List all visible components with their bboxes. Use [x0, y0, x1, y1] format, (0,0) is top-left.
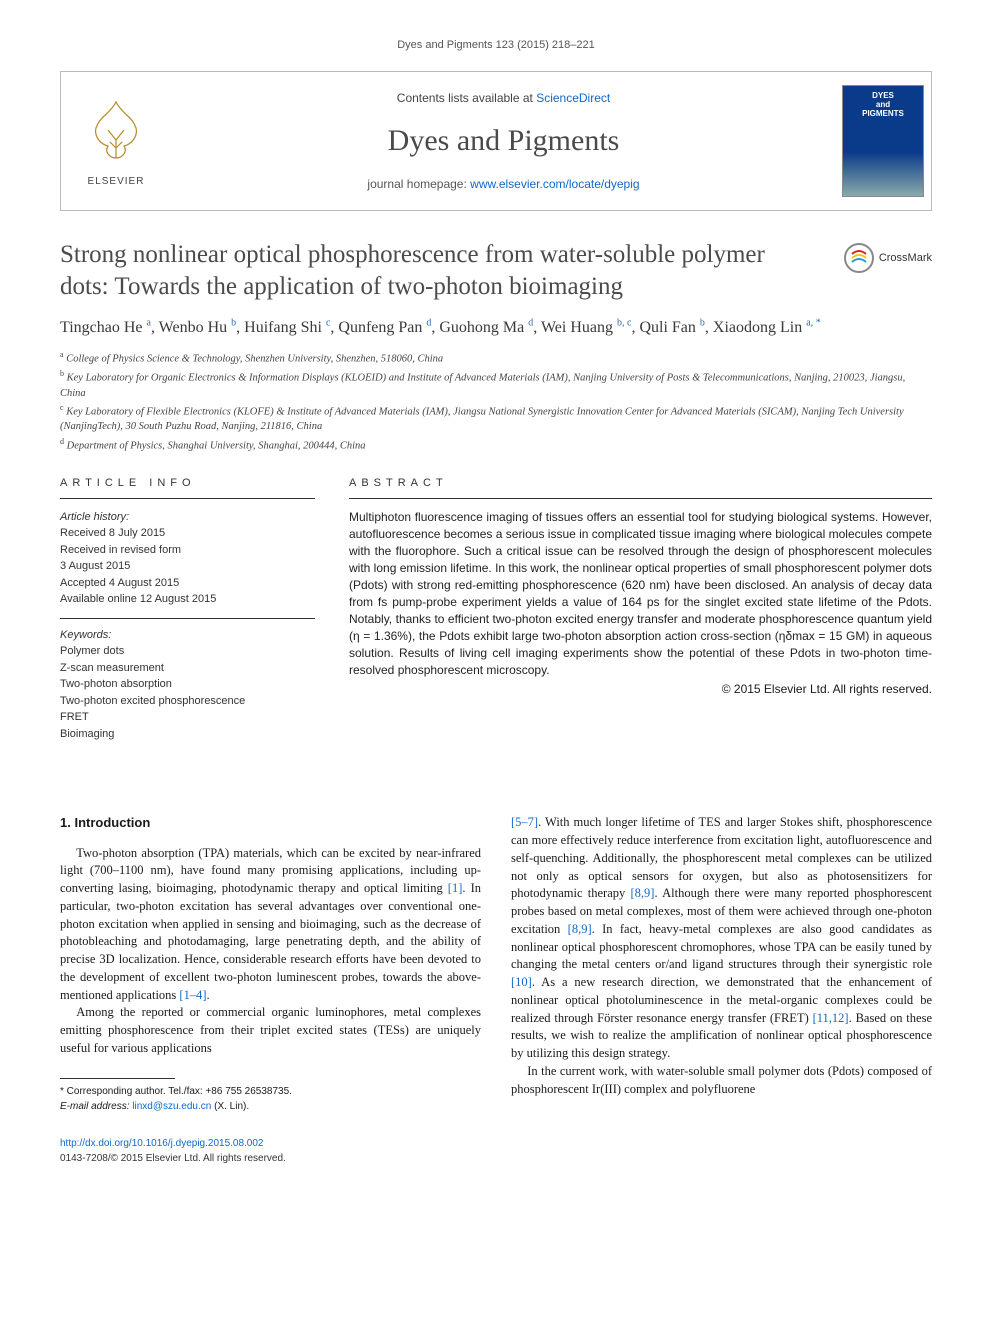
- citation-link[interactable]: [1]: [448, 881, 463, 895]
- article-title: Strong nonlinear optical phosphorescence…: [60, 239, 932, 302]
- citation-link[interactable]: [8,9]: [630, 886, 654, 900]
- footer-rights: 0143-7208/© 2015 Elsevier Ltd. All right…: [60, 1153, 286, 1164]
- history-line: Received in revised form: [60, 542, 315, 559]
- homepage-prefix: journal homepage:: [367, 177, 470, 191]
- corresponding-name-suffix: (X. Lin).: [211, 1101, 249, 1112]
- doi-link[interactable]: http://dx.doi.org/10.1016/j.dyepig.2015.…: [60, 1138, 264, 1149]
- section-1-heading: 1. Introduction: [60, 814, 481, 832]
- history-line: Received 8 July 2015: [60, 525, 315, 542]
- corresponding-line-1: * Corresponding author. Tel./fax: +86 75…: [60, 1084, 481, 1099]
- keyword-item: FRET: [60, 709, 315, 726]
- history-line: Accepted 4 August 2015: [60, 575, 315, 592]
- affiliation-line: c Key Laboratory of Flexible Electronics…: [60, 402, 932, 435]
- citation-link[interactable]: [10]: [511, 975, 532, 989]
- footer-doi-block: http://dx.doi.org/10.1016/j.dyepig.2015.…: [60, 1136, 932, 1166]
- journal-masthead: ELSEVIER Contents lists available at Sci…: [60, 71, 932, 211]
- crossmark-icon: [844, 243, 874, 273]
- affiliation-line: d Department of Physics, Shanghai Univer…: [60, 436, 932, 454]
- body-paragraph: Two-photon absorption (TPA) materials, w…: [60, 845, 481, 1005]
- article-body-columns: 1. Introduction Two-photon absorption (T…: [60, 814, 932, 1113]
- citation-link[interactable]: [11,12]: [813, 1011, 849, 1025]
- keyword-item: Two-photon absorption: [60, 676, 315, 693]
- keyword-item: Z-scan measurement: [60, 660, 315, 677]
- journal-title: Dyes and Pigments: [171, 120, 836, 162]
- abstract-heading: ABSTRACT: [349, 476, 932, 498]
- affiliation-line: b Key Laboratory for Organic Electronics…: [60, 368, 932, 401]
- keywords-list: Polymer dotsZ-scan measurementTwo-photon…: [60, 643, 315, 742]
- keyword-item: Two-photon excited phosphorescence: [60, 693, 315, 710]
- publisher-logo-block: ELSEVIER: [61, 84, 171, 199]
- publisher-name: ELSEVIER: [69, 175, 163, 189]
- article-info-divider: [60, 618, 315, 619]
- journal-cover-thumbnail: DYES and PIGMENTS: [842, 85, 924, 197]
- abstract-copyright: © 2015 Elsevier Ltd. All rights reserved…: [349, 681, 932, 698]
- email-label: E-mail address:: [60, 1101, 132, 1112]
- keywords-label: Keywords:: [60, 627, 315, 644]
- keyword-item: Bioimaging: [60, 726, 315, 743]
- crossmark-label: CrossMark: [879, 251, 932, 266]
- corresponding-author-footnote: * Corresponding author. Tel./fax: +86 75…: [60, 1084, 481, 1114]
- body-paragraph: In the current work, with water-soluble …: [511, 1063, 932, 1099]
- citation-link[interactable]: [5–7]: [511, 815, 538, 829]
- running-head: Dyes and Pigments 123 (2015) 218–221: [60, 38, 932, 53]
- article-info-heading: ARTICLE INFO: [60, 476, 315, 498]
- cover-thumbnail-block: DYES and PIGMENTS: [836, 79, 931, 203]
- keyword-item: Polymer dots: [60, 643, 315, 660]
- cover-thumb-text: DYES and PIGMENTS: [843, 92, 923, 118]
- contents-available-line: Contents lists available at ScienceDirec…: [171, 90, 836, 107]
- body-paragraph: [5–7]. With much longer lifetime of TES …: [511, 814, 932, 1063]
- body-paragraph: Among the reported or commercial organic…: [60, 1004, 481, 1057]
- elsevier-tree-icon: [80, 94, 152, 166]
- sciencedirect-link[interactable]: ScienceDirect: [536, 91, 610, 105]
- journal-homepage-link[interactable]: www.elsevier.com/locate/dyepig: [470, 177, 639, 191]
- article-history-lines: Received 8 July 2015Received in revised …: [60, 525, 315, 608]
- journal-homepage-line: journal homepage: www.elsevier.com/locat…: [171, 176, 836, 193]
- history-line: 3 August 2015: [60, 558, 315, 575]
- history-line: Available online 12 August 2015: [60, 591, 315, 608]
- affiliation-line: a College of Physics Science & Technolog…: [60, 349, 932, 367]
- citation-link[interactable]: [8,9]: [568, 922, 592, 936]
- corresponding-line-2: E-mail address: linxd@szu.edu.cn (X. Lin…: [60, 1099, 481, 1114]
- corresponding-email-link[interactable]: linxd@szu.edu.cn: [132, 1101, 211, 1112]
- crossmark-badge[interactable]: CrossMark: [844, 243, 932, 273]
- article-history-label: Article history:: [60, 509, 315, 526]
- contents-prefix: Contents lists available at: [397, 91, 536, 105]
- footnote-rule: [60, 1078, 175, 1079]
- author-list: Tingchao He a, Wenbo Hu b, Huifang Shi c…: [60, 316, 932, 339]
- citation-link[interactable]: [1–4]: [179, 988, 206, 1002]
- affiliation-list: a College of Physics Science & Technolog…: [60, 349, 932, 453]
- abstract-text: Multiphoton fluorescence imaging of tiss…: [349, 509, 932, 679]
